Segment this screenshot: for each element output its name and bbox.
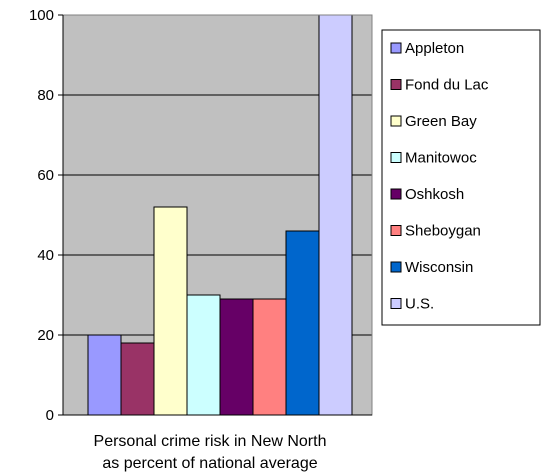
legend bbox=[381, 29, 541, 326]
y-tick-label: 20 bbox=[37, 327, 54, 344]
legend-swatch bbox=[390, 79, 402, 90]
y-tick-label: 40 bbox=[37, 247, 54, 264]
legend-swatch bbox=[390, 298, 402, 309]
bar-manitowoc bbox=[186, 294, 221, 416]
y-tick-label: 0 bbox=[46, 407, 54, 424]
y-tick-label: 60 bbox=[37, 167, 54, 184]
legend-swatch bbox=[390, 152, 402, 163]
legend-label: Manitowoc bbox=[405, 150, 477, 167]
legend-swatch bbox=[390, 261, 402, 273]
legend-swatch bbox=[390, 115, 402, 127]
legend-label: Green Bay bbox=[405, 113, 477, 130]
legend-swatch bbox=[390, 42, 402, 54]
x-axis-label-line-1: Personal crime risk in New North bbox=[94, 433, 327, 450]
bar-u-s- bbox=[318, 14, 353, 416]
bar-sheboygan bbox=[252, 298, 287, 416]
legend-label: Sheboygan bbox=[405, 223, 481, 240]
legend-label: Oshkosh bbox=[405, 186, 464, 203]
x-axis-label-line-2: as percent of national average bbox=[102, 455, 317, 472]
bar-wisconsin bbox=[285, 230, 320, 416]
legend-label: Wisconsin bbox=[405, 259, 473, 276]
y-tick-label: 80 bbox=[37, 87, 54, 104]
bar-oshkosh bbox=[219, 298, 254, 416]
bar-fond-du-lac bbox=[120, 342, 155, 416]
legend-swatch bbox=[390, 225, 402, 236]
legend-label: U.S. bbox=[405, 296, 434, 313]
bar-appleton bbox=[87, 334, 122, 416]
legend-label: Appleton bbox=[405, 40, 464, 57]
legend-label: Fond du Lac bbox=[405, 77, 489, 94]
y-tick-label: 100 bbox=[29, 7, 54, 24]
legend-swatch bbox=[390, 188, 402, 200]
bar-green-bay bbox=[153, 206, 188, 416]
